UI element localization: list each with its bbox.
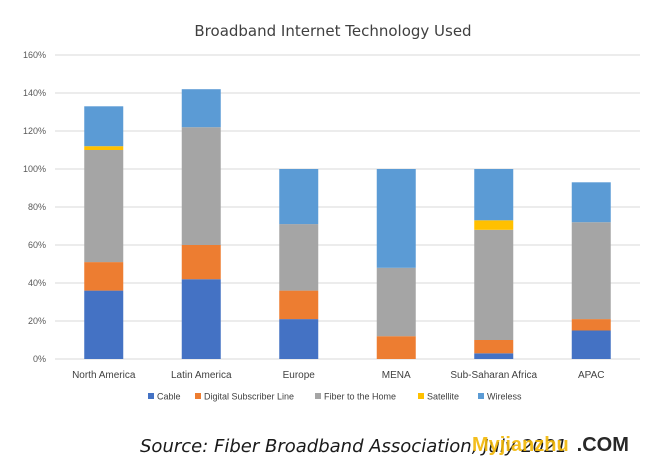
y-tick-label: 0% bbox=[33, 354, 46, 364]
bar-segment-cable bbox=[474, 353, 514, 359]
y-tick-label: 40% bbox=[28, 278, 46, 288]
x-tick-label: MENA bbox=[382, 370, 411, 381]
watermark: Myjianzhu .COM bbox=[472, 434, 629, 457]
bar-segment-wireless bbox=[84, 106, 124, 147]
y-tick-label: 120% bbox=[23, 126, 46, 136]
legend-swatch bbox=[418, 393, 424, 399]
legend-label: Cable bbox=[157, 392, 181, 402]
legend-label: Satellite bbox=[427, 392, 459, 402]
bar-segment-wireless bbox=[181, 89, 221, 128]
bar-segment-cable bbox=[181, 279, 221, 359]
legend-label: Wireless bbox=[487, 392, 522, 402]
bar-segment-wireless bbox=[376, 169, 416, 268]
bar-segment-fiber-to-the-home bbox=[279, 224, 319, 291]
y-axis: 0% 20% 40% 60% 80% 100% 120% 140% 160% bbox=[23, 50, 46, 364]
bar-segment-digital-subscriber-line bbox=[181, 245, 221, 280]
bar-segment-satellite bbox=[474, 220, 514, 230]
bar-segment-fiber-to-the-home bbox=[376, 267, 416, 337]
legend-swatch bbox=[195, 393, 201, 399]
bar-segment-digital-subscriber-line bbox=[279, 290, 319, 320]
x-tick-label: Latin America bbox=[171, 370, 232, 381]
bar-segment-digital-subscriber-line bbox=[84, 262, 124, 291]
bar-segment-digital-subscriber-line bbox=[474, 340, 514, 354]
bars bbox=[84, 89, 611, 359]
x-tick-label: North America bbox=[72, 370, 136, 381]
bar-segment-cable bbox=[571, 330, 611, 359]
bar-segment-cable bbox=[279, 319, 319, 359]
chart-title: Broadband Internet Technology Used bbox=[194, 22, 471, 40]
gridlines bbox=[55, 54, 640, 360]
bar-segment-fiber-to-the-home bbox=[474, 229, 514, 340]
legend-swatch bbox=[148, 393, 154, 399]
legend-label: Digital Subscriber Line bbox=[204, 392, 294, 402]
bar-segment-wireless bbox=[571, 182, 611, 223]
y-tick-label: 80% bbox=[28, 202, 46, 212]
x-tick-label: APAC bbox=[578, 370, 605, 381]
bar-segment-digital-subscriber-line bbox=[376, 336, 416, 359]
x-tick-label: Europe bbox=[283, 370, 316, 381]
bar-segment-wireless bbox=[279, 169, 319, 225]
watermark-suffix: .COM bbox=[576, 434, 629, 456]
bar-segment-satellite bbox=[84, 146, 124, 150]
y-tick-label: 60% bbox=[28, 240, 46, 250]
bar-segment-cable bbox=[84, 290, 124, 359]
source-caption: Source: Fiber Broadband Association, Jul… bbox=[140, 436, 568, 457]
legend: Cable Digital Subscriber Line Fiber to the… bbox=[148, 392, 522, 402]
x-tick-label: Sub-Saharan Africa bbox=[450, 370, 537, 381]
bar-segment-fiber-to-the-home bbox=[84, 150, 124, 263]
legend-label: Fiber to the Home bbox=[324, 392, 396, 402]
y-tick-label: 160% bbox=[23, 50, 46, 60]
bar-segment-wireless bbox=[474, 169, 514, 221]
y-tick-label: 140% bbox=[23, 88, 46, 98]
legend-swatch bbox=[478, 393, 484, 399]
legend-swatch bbox=[315, 393, 321, 399]
bar-segment-fiber-to-the-home bbox=[571, 222, 611, 320]
watermark-name: Myjianzhu bbox=[472, 434, 569, 456]
bar-segment-digital-subscriber-line bbox=[571, 319, 611, 331]
x-axis: North America Latin America Europe MENA Sub-… bbox=[72, 370, 604, 381]
y-tick-label: 20% bbox=[28, 316, 46, 326]
y-tick-label: 100% bbox=[23, 164, 46, 174]
bar-segment-fiber-to-the-home bbox=[181, 127, 221, 245]
